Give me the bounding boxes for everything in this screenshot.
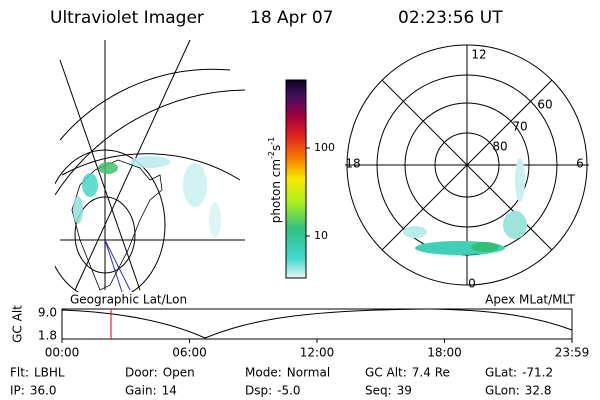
field-value: 39 [397, 384, 412, 398]
colorbar-tick-label: 100 [314, 141, 335, 154]
mlt-label: 0 [468, 277, 476, 291]
time: 02:23:56 UT [398, 8, 503, 28]
field-label: Flt: [10, 366, 29, 380]
unit: photon cm [269, 159, 283, 223]
unit: s [269, 145, 283, 151]
title: Ultraviolet Imager [50, 8, 204, 28]
field-value: 36.0 [30, 384, 57, 398]
field-value: -5.0 [277, 384, 300, 398]
lat-label: 60 [537, 98, 552, 112]
field-label: GLat: [485, 366, 517, 380]
y-tick-label: 1.8 [38, 329, 57, 343]
field-value: LBHL [34, 366, 65, 380]
x-tick-label: 06:00 [172, 346, 207, 360]
x-tick-label: 00:00 [45, 346, 80, 360]
colorbar [285, 79, 307, 279]
lat-label: 80 [492, 140, 507, 154]
field-label: Dsp: [245, 384, 272, 398]
x-tick-label: 12:00 [300, 346, 335, 360]
caption: Geographic Lat/Lon [70, 293, 187, 307]
field-value: 32.8 [525, 384, 552, 398]
field-value: 7.4 Re [412, 366, 450, 380]
field-label: Seq: [365, 384, 392, 398]
lat-label: 70 [512, 120, 527, 134]
field-value: Normal [287, 366, 330, 380]
field-label: Door: [125, 366, 158, 380]
mlt-label: 18 [345, 157, 360, 171]
colorbar-tick-label: 10 [314, 229, 328, 242]
field-value: -71.2 [522, 366, 553, 380]
field-value: Open [163, 366, 195, 380]
x-tick-label: 23:59 [555, 346, 590, 360]
polar-plot: 12 18 6 0 60 70 80 [345, 44, 589, 291]
field-value: 14 [162, 384, 177, 398]
field-label: Mode: [245, 366, 282, 380]
field-label: IP: [10, 384, 25, 398]
exp: -1 [267, 137, 276, 145]
y-axis-label: GC Alt [11, 305, 25, 343]
mlt-label: 6 [576, 157, 584, 171]
caption: Apex MLat/MLT [485, 293, 575, 307]
geographic-map [55, 40, 246, 292]
field-label: GC Alt: [365, 366, 407, 380]
field-label: GLon: [485, 384, 520, 398]
x-tick-label: 18:00 [427, 346, 462, 360]
timeline: GC Alt 9.0 1.8 [11, 305, 573, 343]
mlt-label: 12 [471, 48, 486, 62]
exp: -2 [267, 151, 276, 159]
y-tick-label: 9.0 [38, 306, 57, 320]
date: 18 Apr 07 [250, 8, 333, 28]
field-label: Gain: [125, 384, 157, 398]
colorbar-label: photon cm-2s-1 [267, 137, 283, 224]
